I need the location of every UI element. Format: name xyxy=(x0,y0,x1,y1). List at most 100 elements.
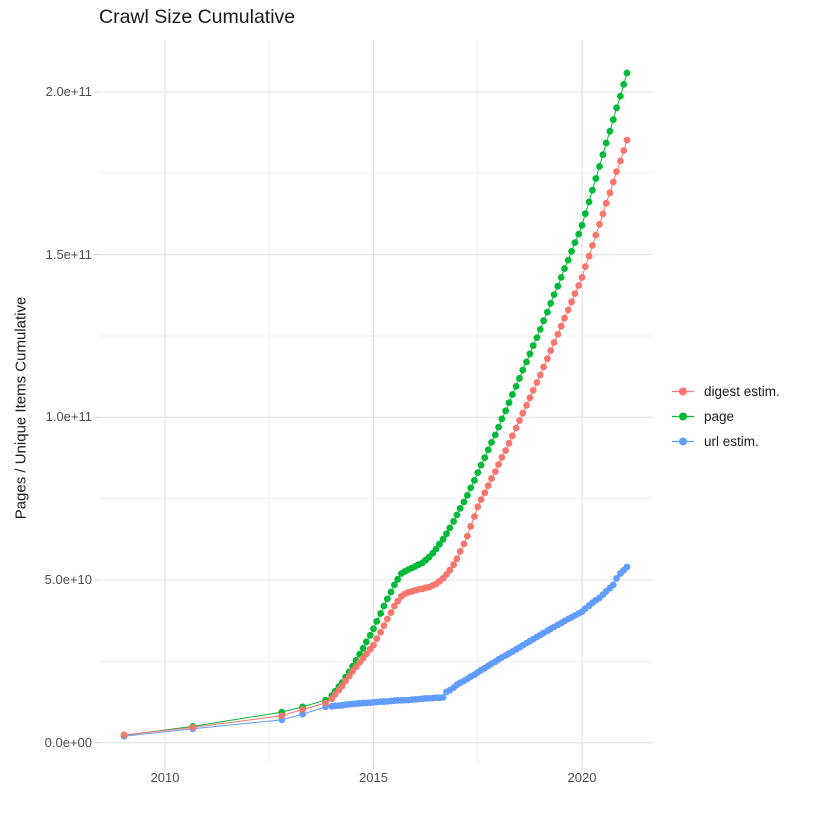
data-point xyxy=(338,682,346,690)
data-point xyxy=(589,186,596,194)
legend-item-url: url estim. xyxy=(670,434,780,449)
data-point xyxy=(561,314,568,322)
legend-item-page: page xyxy=(670,409,780,424)
data-point xyxy=(342,677,349,685)
data-point xyxy=(547,300,555,307)
data-point xyxy=(278,712,286,720)
data-point xyxy=(523,358,530,366)
legend-key-url-icon xyxy=(672,437,694,446)
data-point xyxy=(391,581,398,589)
data-point xyxy=(481,454,489,461)
data-point xyxy=(620,147,628,154)
data-point xyxy=(578,221,586,229)
legend-label: page xyxy=(704,409,735,424)
data-point xyxy=(373,617,381,625)
data-point xyxy=(547,347,555,354)
data-point xyxy=(432,545,440,553)
data-point xyxy=(544,355,551,363)
data-point xyxy=(443,530,450,538)
data-point xyxy=(481,489,489,497)
data-point xyxy=(609,581,617,589)
data-point xyxy=(554,282,562,290)
data-point xyxy=(585,252,593,260)
data-point xyxy=(502,447,510,454)
data-point xyxy=(585,198,593,206)
data-point xyxy=(516,417,523,424)
data-point xyxy=(391,602,398,610)
data-point xyxy=(370,625,377,633)
data-point xyxy=(484,482,492,489)
data-point xyxy=(613,104,620,112)
data-point xyxy=(488,439,495,446)
data-point xyxy=(592,175,600,182)
data-point xyxy=(561,265,568,272)
data-point xyxy=(453,511,461,519)
data-point xyxy=(568,247,575,255)
data-point xyxy=(529,386,537,394)
data-point xyxy=(571,290,579,297)
data-point xyxy=(557,322,565,330)
data-point xyxy=(359,644,367,652)
data-point xyxy=(394,575,402,583)
data-point xyxy=(453,555,461,563)
legend-key-page-icon xyxy=(672,412,694,421)
y-tick-label: 1.0e+11 xyxy=(45,409,92,425)
data-point xyxy=(363,638,370,646)
data-point xyxy=(446,566,454,574)
data-point xyxy=(446,524,454,532)
data-point xyxy=(471,513,478,520)
legend-key-digest-icon xyxy=(672,387,694,396)
data-point xyxy=(599,151,607,159)
x-tick-label: 2015 xyxy=(359,770,388,785)
data-point xyxy=(377,610,384,617)
data-point xyxy=(609,116,617,123)
data-point xyxy=(536,371,544,379)
data-point xyxy=(540,363,547,371)
x-tick-label: 2010 xyxy=(150,770,180,785)
data-point xyxy=(498,415,506,423)
data-point xyxy=(578,274,586,281)
x-tick-label: 2020 xyxy=(567,770,597,785)
data-point xyxy=(439,694,447,701)
data-point xyxy=(613,168,620,176)
data-point xyxy=(484,446,492,454)
data-point xyxy=(581,210,589,218)
data-point xyxy=(502,407,510,415)
data-point xyxy=(613,575,620,582)
data-point xyxy=(363,650,370,658)
data-point xyxy=(456,505,464,512)
data-point xyxy=(554,330,562,338)
data-point xyxy=(366,631,374,639)
data-point xyxy=(557,274,565,281)
data-point xyxy=(519,366,527,374)
data-point xyxy=(120,731,128,739)
data-point xyxy=(463,532,471,540)
data-point xyxy=(581,263,589,270)
legend-label: digest estim. xyxy=(704,384,780,399)
data-point xyxy=(491,431,499,439)
series-line xyxy=(124,566,628,737)
data-point xyxy=(463,492,471,499)
data-point xyxy=(352,663,360,671)
data-point xyxy=(370,641,377,649)
data-point xyxy=(450,518,457,525)
data-point xyxy=(533,379,541,386)
data-point xyxy=(617,92,624,100)
data-point xyxy=(474,469,482,476)
data-point xyxy=(550,291,558,298)
data-point xyxy=(571,239,579,247)
data-point xyxy=(589,242,596,249)
y-tick-label: 0.0e+00 xyxy=(44,734,92,750)
data-point xyxy=(620,81,628,88)
y-tick-label: 2.0e+11 xyxy=(45,83,92,99)
chart-title: Crawl Size Cumulative xyxy=(99,6,296,28)
data-point xyxy=(491,468,499,475)
data-point xyxy=(575,282,583,289)
data-point xyxy=(606,189,614,197)
y-tick-label: 5.0e+10 xyxy=(44,572,92,587)
data-point xyxy=(516,374,523,382)
data-point xyxy=(602,199,610,207)
data-point xyxy=(495,423,502,431)
